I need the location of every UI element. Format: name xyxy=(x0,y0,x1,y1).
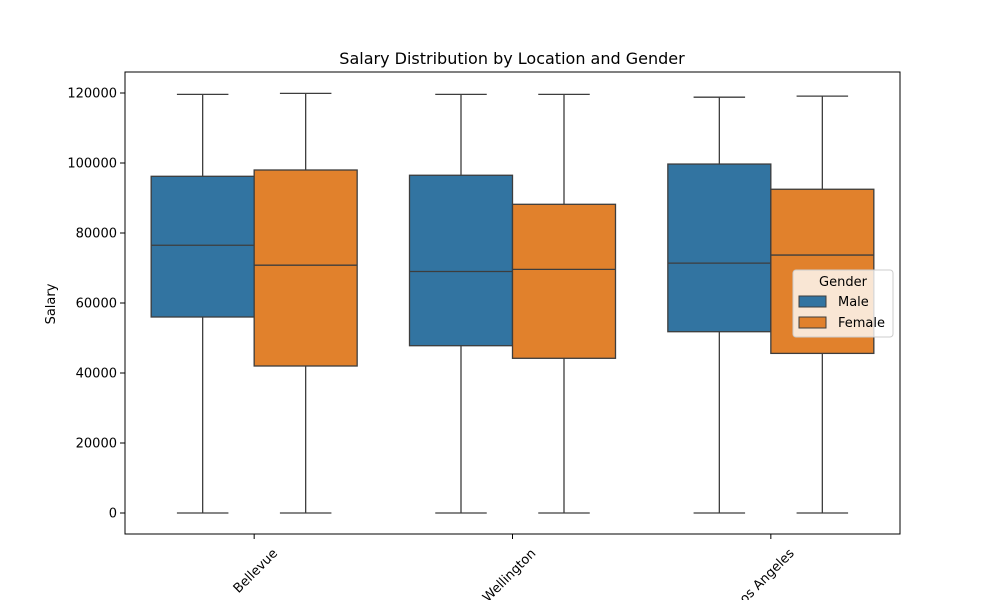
x-tick-label: Wellington xyxy=(480,546,539,600)
plot-frame xyxy=(124,71,901,535)
iqr-box xyxy=(150,175,255,318)
iqr-box xyxy=(408,174,514,347)
box-male-wellington xyxy=(408,93,514,514)
x-tick-label: Bellevue xyxy=(231,546,281,596)
iqr-box xyxy=(667,163,772,333)
y-tick-label: 20000 xyxy=(76,437,117,452)
legend: Gender Male Female xyxy=(792,269,894,338)
y-tick-label: 120000 xyxy=(67,87,117,102)
legend-swatch-male xyxy=(798,295,827,308)
x-tick-label: Los Angeles xyxy=(732,546,798,600)
box-female-wellington xyxy=(511,93,617,514)
legend-label-female: Female xyxy=(838,316,885,331)
chart-title: Salary Distribution by Location and Gend… xyxy=(339,49,685,68)
y-axis-label: Salary xyxy=(44,283,59,324)
plot-area: 0 20000 40000 60000 80000 100000 120000 Bellevu… xyxy=(67,87,875,600)
y-tick-label: 80000 xyxy=(76,227,117,242)
y-tick-label: 100000 xyxy=(67,157,117,172)
box-female-bellevue xyxy=(253,92,358,514)
y-tick-label: 0 xyxy=(109,507,117,522)
y-tick-label: 60000 xyxy=(76,297,117,312)
legend-label-male: Male xyxy=(838,295,869,310)
legend-swatch-female xyxy=(798,316,827,329)
box-male-bellevue xyxy=(150,93,255,514)
iqr-box xyxy=(253,169,358,367)
iqr-box xyxy=(511,203,617,359)
box-male-los-angeles xyxy=(667,96,772,514)
legend-title: Gender xyxy=(819,275,868,290)
y-tick-label: 40000 xyxy=(76,367,117,382)
